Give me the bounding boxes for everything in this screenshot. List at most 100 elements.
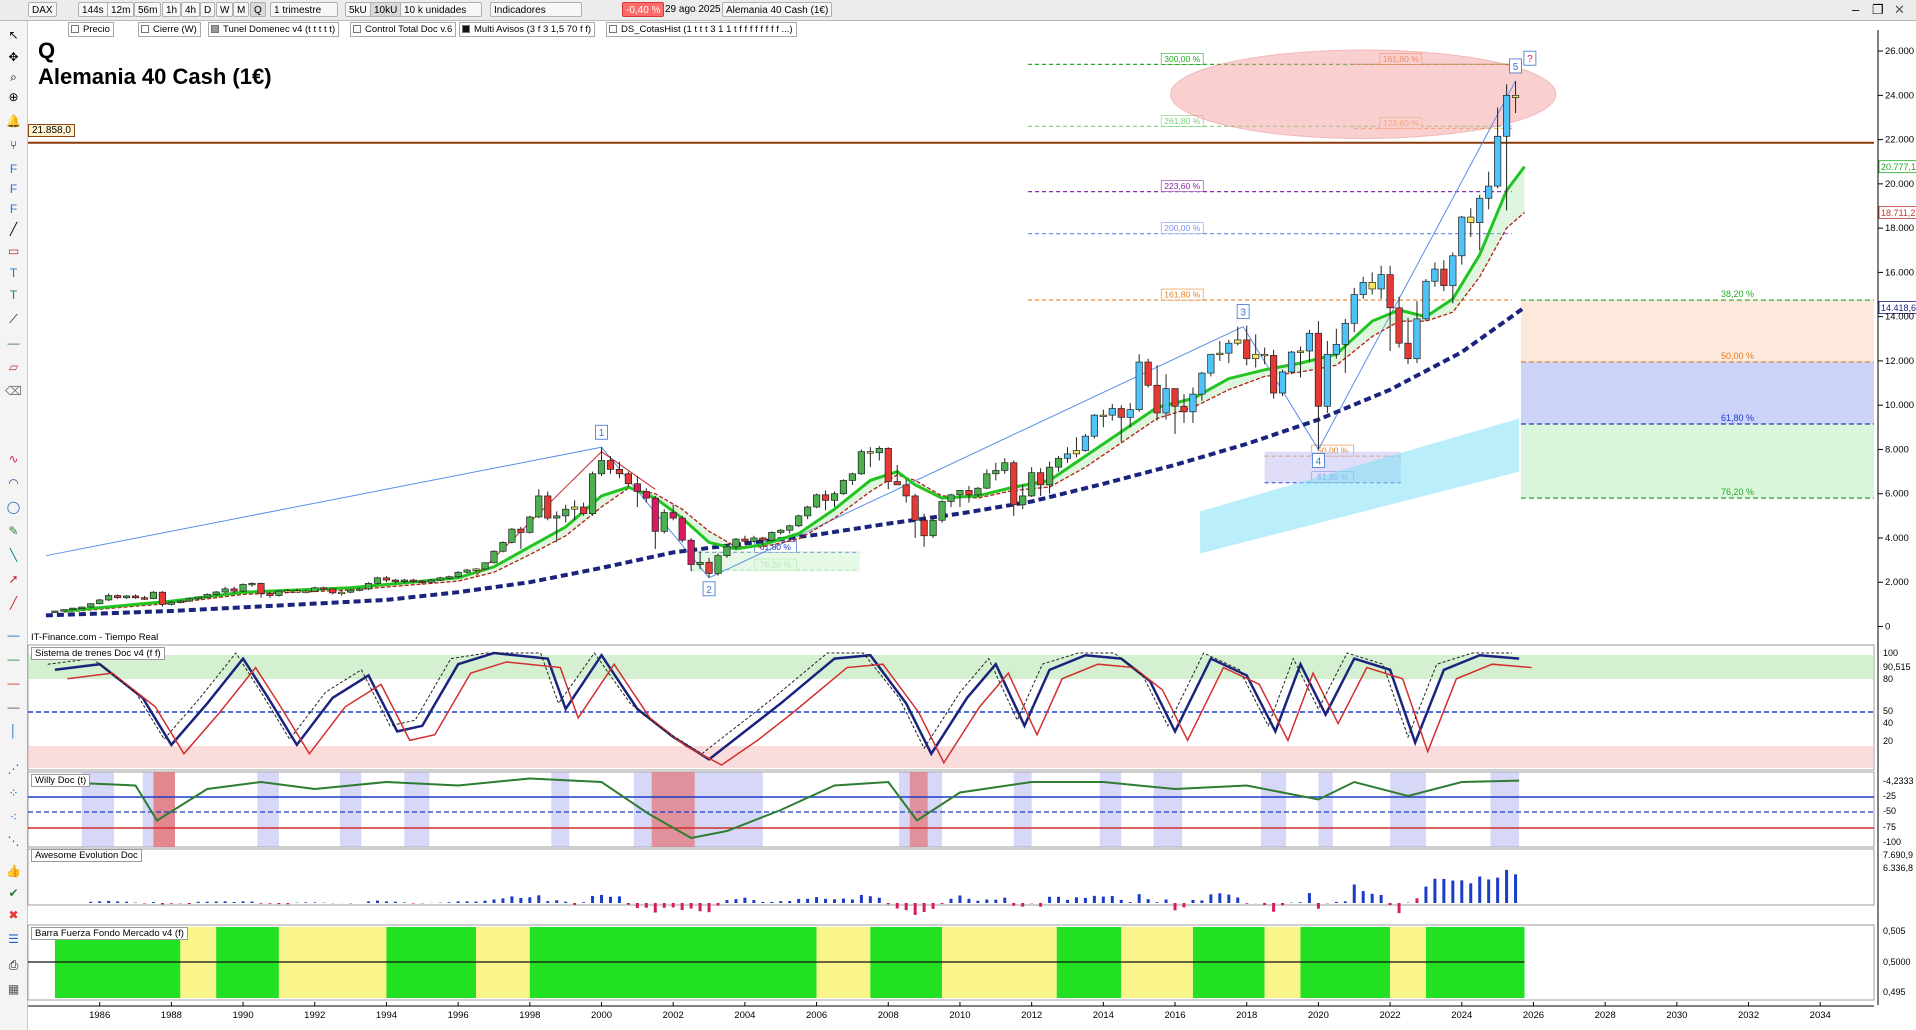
timeframe-w[interactable]: W — [216, 2, 234, 17]
text-annotation-icon[interactable]: T — [9, 288, 18, 302]
indicator-tab-cotashist[interactable]: DS_CotasHist (1 t t t 3 1 1 t f f f f f … — [606, 22, 797, 37]
awesome-bar — [1424, 886, 1428, 903]
screenshot-icon[interactable]: ⎙ — [8, 958, 19, 972]
trendline-icon[interactable]: ╱ — [9, 222, 18, 236]
restore-icon[interactable]: ❐ — [1872, 2, 1884, 17]
candle — [1117, 408, 1125, 418]
x-tick-label: 2022 — [1380, 1010, 1401, 1021]
period-selector[interactable]: 1 trimestre — [270, 2, 338, 17]
projection-channel — [1200, 418, 1520, 554]
wave-icon[interactable]: ⋱ — [7, 834, 20, 848]
candle — [230, 588, 238, 592]
timeframe-m[interactable]: M — [233, 2, 250, 17]
cycle-lines-icon[interactable]: ∿ — [8, 452, 19, 466]
timeframe-144s[interactable]: 144s — [78, 2, 108, 17]
awesome-bar — [411, 903, 415, 904]
candle — [499, 542, 507, 552]
target-ellipse[interactable] — [1170, 49, 1557, 139]
pane-title-awesome[interactable]: Awesome Evolution Doc — [31, 849, 142, 862]
awesome-bar — [555, 900, 559, 903]
vline-icon[interactable]: │ — [9, 724, 18, 738]
arc-icon[interactable]: ◠ — [8, 476, 19, 490]
candle — [1234, 339, 1242, 344]
candle — [974, 487, 982, 496]
candle — [122, 595, 131, 599]
y-tick-label: 18.000 — [1885, 223, 1914, 234]
timeframe-4h[interactable]: 4h — [181, 2, 201, 17]
list-icon[interactable]: ☰ — [8, 932, 19, 946]
awesome-bar — [931, 903, 935, 909]
parallel-channel-icon[interactable]: ▱ — [8, 360, 19, 374]
awesome-bar — [967, 898, 971, 903]
fibonacci-fan-icon[interactable]: F — [9, 202, 18, 216]
rectangle-icon[interactable]: ▭ — [7, 244, 20, 258]
zoom-icon[interactable]: ⌕ — [10, 70, 17, 84]
candle — [1377, 274, 1385, 290]
fork-icon[interactable]: ⑂ — [9, 138, 18, 152]
horizontal-line-icon[interactable]: — — [7, 336, 20, 350]
price-level-tag[interactable]: 21.858,0 — [28, 124, 75, 137]
hline-blue-icon[interactable]: — — [7, 628, 20, 642]
checkmark-icon[interactable]: ✔ — [8, 886, 19, 900]
awesome-bar — [752, 900, 756, 903]
pane-title-force[interactable]: Barra Fuerza Fondo Mercado v4 (f) — [31, 927, 188, 940]
units-10ku[interactable]: 10kU — [370, 2, 402, 17]
units-selector[interactable]: 10 k unidades — [400, 2, 482, 17]
indicator-tab-tunel[interactable]: Tunel Domenec v4 (t t t t t) — [208, 22, 340, 37]
timeframe-q[interactable]: Q — [250, 2, 266, 17]
arrow-tool-icon[interactable]: ➚ — [8, 572, 19, 586]
indicator-tab-control[interactable]: Control Total Doc v.6 — [350, 22, 457, 37]
candle — [1135, 361, 1143, 410]
indicators-button[interactable]: Indicadores — [490, 2, 582, 17]
awesome-bar — [447, 902, 451, 903]
pane-title-trend[interactable]: Sistema de trenes Doc v4 (f f) — [31, 647, 165, 660]
pointer-icon[interactable]: ↖ — [8, 28, 19, 42]
candle — [983, 473, 991, 489]
template-icon[interactable]: ▦ — [7, 982, 20, 996]
delete-icon[interactable]: ✖ — [8, 908, 19, 922]
indicator-tab-cierre[interactable]: Cierre (W) — [138, 22, 201, 37]
dots-icon[interactable]: ⁘ — [8, 786, 19, 800]
hline-brown-icon[interactable]: — — [7, 700, 20, 714]
pan-icon[interactable]: ✥ — [8, 50, 19, 64]
minimize-icon[interactable]: – — [1852, 2, 1860, 17]
thumbs-up-icon[interactable]: 👍 — [6, 864, 21, 878]
hline-red-icon[interactable]: — — [7, 676, 20, 690]
candle — [848, 473, 857, 481]
alert-bell-icon[interactable]: 🔔 — [6, 114, 21, 128]
fibonacci-icon[interactable]: F — [9, 162, 18, 176]
ruler-icon[interactable]: ⟋ — [9, 312, 18, 326]
candle — [830, 493, 839, 501]
candle — [1431, 268, 1439, 282]
brush-icon[interactable]: ✎ — [8, 524, 19, 538]
text-icon[interactable]: T — [9, 266, 18, 280]
x-tick-label: 2018 — [1236, 1010, 1257, 1021]
close-icon[interactable]: ✕ — [1894, 2, 1905, 17]
candle — [400, 579, 408, 582]
candle — [1386, 274, 1394, 309]
awesome-bar — [402, 902, 406, 903]
wave-label: 5 — [1513, 62, 1519, 73]
indicator-tab-multi-avisos[interactable]: Multi Avisos (3 f 3 1,5 70 f f) — [459, 22, 596, 37]
line-tool-icon[interactable]: ╲ — [9, 548, 18, 562]
symbol-selector[interactable]: DAX — [28, 2, 57, 17]
timeframe-1h[interactable]: 1h — [162, 2, 182, 17]
timeframe-12m[interactable]: 12m — [107, 2, 135, 17]
timeframe-d[interactable]: D — [200, 2, 216, 17]
pattern-icon[interactable]: ⋰ — [7, 762, 20, 776]
timeframe-56m[interactable]: 56m — [134, 2, 162, 17]
ellipse-icon[interactable]: ◯ — [6, 500, 21, 514]
awesome-bar — [841, 898, 845, 903]
awesome-bar — [824, 898, 828, 903]
zoom-area-icon[interactable]: ⊕ — [8, 90, 19, 104]
scatter-icon[interactable]: ⁖ — [9, 810, 18, 824]
pane-title-willy[interactable]: Willy Doc (t) — [31, 774, 91, 787]
x-tick-label: 2006 — [806, 1010, 827, 1021]
awesome-pane — [27, 848, 1875, 906]
indicator-tab-precio[interactable]: Precio — [68, 22, 114, 37]
eraser-icon[interactable]: ⌫ — [5, 384, 22, 398]
ray-icon[interactable]: ╱ — [9, 596, 18, 610]
fibonacci-time-icon[interactable]: F — [9, 182, 18, 196]
hline-green-icon[interactable]: — — [7, 652, 20, 666]
